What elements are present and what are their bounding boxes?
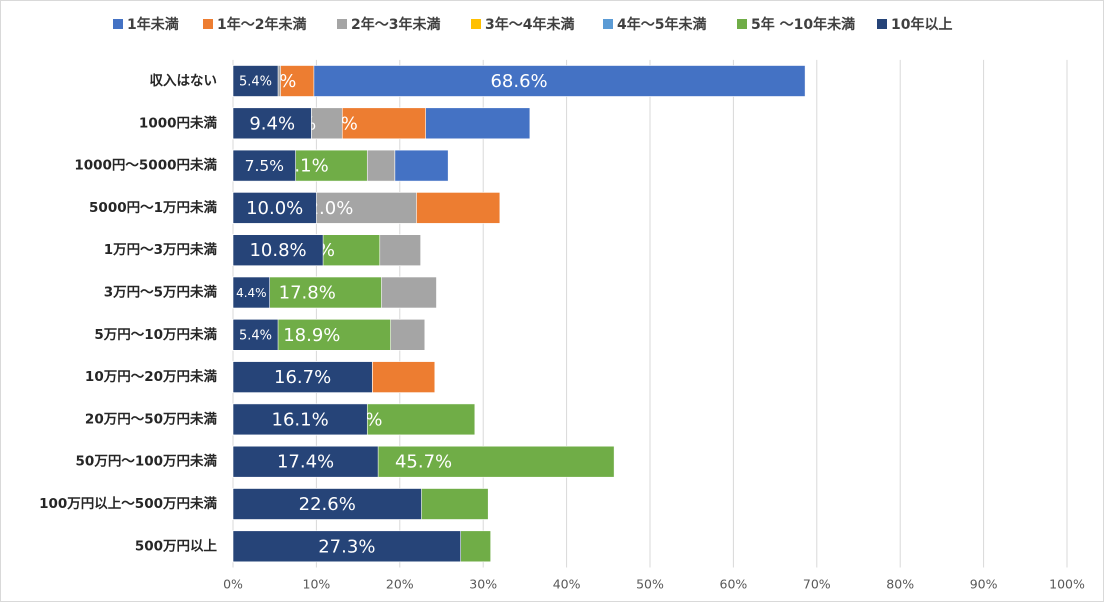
bar-segment: [232, 445, 379, 478]
legend-label: 10年以上: [891, 16, 952, 33]
category-label: 100万円以上～500万円未満: [39, 495, 217, 512]
legend-swatch: [877, 19, 887, 29]
data-label: 45.7%: [395, 452, 452, 473]
category-label: 10万円～20万円未満: [85, 368, 218, 385]
category-label: 5万円～10万円未満: [94, 326, 217, 343]
gridlines: [232, 59, 1068, 568]
bar-segment: [232, 107, 312, 140]
legend-swatch: [603, 19, 613, 29]
legend-item: 3年～4年未満: [471, 16, 574, 33]
bar-row: 2.2%13.0%6.5%8.7%6.5%45.7%17.4%: [228, 445, 615, 478]
bar-row: 1.8%9.1%9.1%3.6%18.2%30.9%27.3%: [226, 530, 492, 563]
bar-segment: [232, 65, 806, 97]
category-label: 5000円～1万円未満: [89, 199, 217, 216]
bar-row: 25.8%19.4%19.4%4.3%7.5%16.1%7.5%: [232, 149, 449, 182]
data-label: 22.6%: [299, 494, 356, 515]
data-label: 5.4%: [239, 328, 272, 343]
category-label: 1000円～5000円未満: [74, 157, 217, 174]
category-label: 収入はない: [150, 73, 218, 89]
data-label: 68.6%: [490, 71, 547, 92]
data-label: 10.0%: [246, 198, 303, 219]
data-label: 18.9%: [283, 325, 340, 346]
data-label: 4.4%: [236, 286, 267, 300]
legend-swatch: [471, 19, 481, 29]
bar-row: 35.6%23.1%13.1%4.4%5.0%9.4%9.4%: [232, 107, 531, 140]
legend-label: 1年未満: [127, 16, 179, 33]
x-tick-label: 100%: [1049, 577, 1085, 592]
bar-row: 4.8%14.5%14.5%9.7%11.3%29.0%16.1%: [232, 403, 476, 436]
bar-row: 4.5%24.2%16.7%9.1%12.1%16.7%16.7%: [232, 361, 436, 393]
bar-segment: [232, 361, 373, 393]
x-tick-label: 80%: [886, 577, 914, 592]
data-label: 16.1%: [272, 409, 329, 430]
legend-item: 2年～3年未満: [337, 16, 440, 33]
category-label: 3万円～5万円未満: [104, 284, 218, 301]
data-label: 17.8%: [279, 283, 336, 304]
legend-label: 1年～2年未満: [217, 16, 306, 33]
legend-label: 3年～4年未満: [485, 16, 574, 33]
bar-row: 11.1%22.2%24.4%13.3%6.7%17.8%4.4%: [232, 276, 437, 309]
legend-label: 2年～3年未満: [351, 16, 440, 33]
x-tick-label: 60%: [720, 577, 748, 592]
category-label: 500万円以上: [135, 538, 218, 554]
category-label: 1000円未満: [139, 114, 218, 131]
data-label: 27.3%: [318, 536, 375, 557]
legend-swatch: [737, 19, 747, 29]
bar-row: 18.0%32.0%22.0%8.0%2.0%8.0%10.0%: [227, 192, 501, 224]
legend: 1年未満 1年～2年未満 2年～3年未満 3年～4年未満 4年～5年未満 5年 ～10年未…: [113, 16, 952, 33]
legend-item: 1年未満: [113, 16, 179, 33]
x-tick-label: 30%: [469, 577, 497, 592]
bar-segment: [232, 192, 317, 224]
data-label: 17.4%: [277, 452, 334, 473]
legend-label: 5年 ～10年未満: [751, 16, 855, 33]
x-tick-label: 0%: [223, 577, 243, 592]
bar-segment: [232, 488, 422, 520]
x-tick-label: 70%: [803, 577, 831, 592]
bar-row: 16.7%16.7%22.5%8.8%6.9%17.6%10.8%: [232, 234, 421, 266]
x-tick-label: 40%: [553, 577, 581, 592]
data-label: 7.5%: [245, 157, 284, 175]
bar-row: 6.5%9.7%9.7%11.3%9.7%30.6%22.6%: [232, 488, 489, 520]
category-label: 50万円～100万円未満: [76, 453, 218, 470]
category-label: 1万円～3万円未満: [104, 241, 218, 258]
data-label: 9.4%: [249, 113, 295, 134]
legend-item: 4年～5年未満: [603, 16, 706, 33]
bar-segment: [232, 65, 279, 97]
category-label: 20万円～50万円未満: [85, 410, 218, 427]
x-tick-label: 20%: [386, 577, 414, 592]
bar-segment: [232, 276, 270, 309]
bar-segment: [232, 530, 461, 563]
bar-row: 2.7%16.2%23.0%17.6%16.2%18.9%5.4%: [230, 318, 426, 351]
bar-segment: [232, 234, 324, 266]
bar-segment: [232, 403, 368, 436]
data-label: 10.8%: [249, 240, 306, 261]
legend-label: 4年～5年未満: [617, 16, 706, 33]
bar-row: 68.6%9.7%5.7%5.0%3.0%2.7%5.4%: [230, 65, 806, 97]
data-label: 16.7%: [274, 367, 331, 388]
x-axis-tick-labels: 0% 10% 20% 30% 40% 50% 60% 70% 80% 90% 100%: [223, 577, 1085, 592]
bar-segment: [232, 318, 279, 351]
legend-swatch: [203, 19, 213, 29]
legend-item: 1年～2年未満: [203, 16, 306, 33]
bar-segment: [232, 149, 296, 182]
legend-swatch: [337, 19, 347, 29]
x-tick-label: 50%: [636, 577, 664, 592]
legend-item: 5年 ～10年未満: [737, 16, 855, 33]
x-tick-label: 90%: [970, 577, 998, 592]
legend-swatch: [113, 19, 123, 29]
bars: 68.6%9.7%5.7%5.0%3.0%2.7%5.4% 35.6%23.1%1…: [226, 65, 806, 563]
x-tick-label: 10%: [303, 577, 331, 592]
category-labels: 収入はない 1000円未満 1000円～5000円未満 5000円～1万円未満 1万円～…: [39, 73, 217, 554]
data-label: 5.4%: [239, 75, 272, 90]
legend-item: 10年以上: [877, 16, 952, 33]
